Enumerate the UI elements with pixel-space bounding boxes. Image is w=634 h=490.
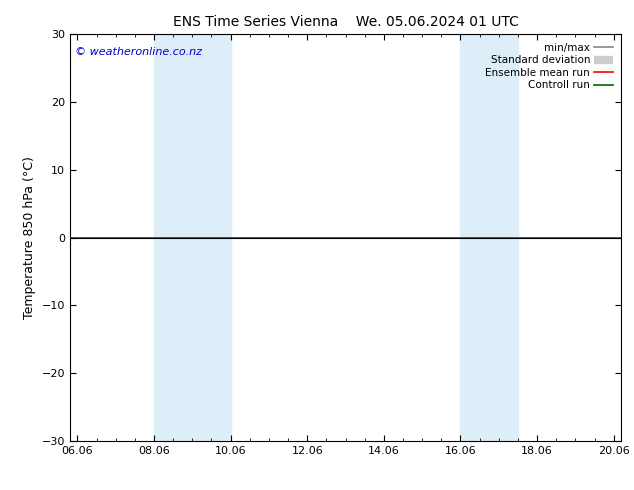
- Y-axis label: Temperature 850 hPa (°C): Temperature 850 hPa (°C): [23, 156, 36, 319]
- Title: ENS Time Series Vienna    We. 05.06.2024 01 UTC: ENS Time Series Vienna We. 05.06.2024 01…: [172, 15, 519, 29]
- Bar: [154, 34, 231, 441]
- Bar: [460, 34, 518, 441]
- Legend: min/max, Standard deviation, Ensemble mean run, Controll run: min/max, Standard deviation, Ensemble me…: [482, 40, 616, 94]
- Text: © weatheronline.co.nz: © weatheronline.co.nz: [75, 47, 202, 56]
